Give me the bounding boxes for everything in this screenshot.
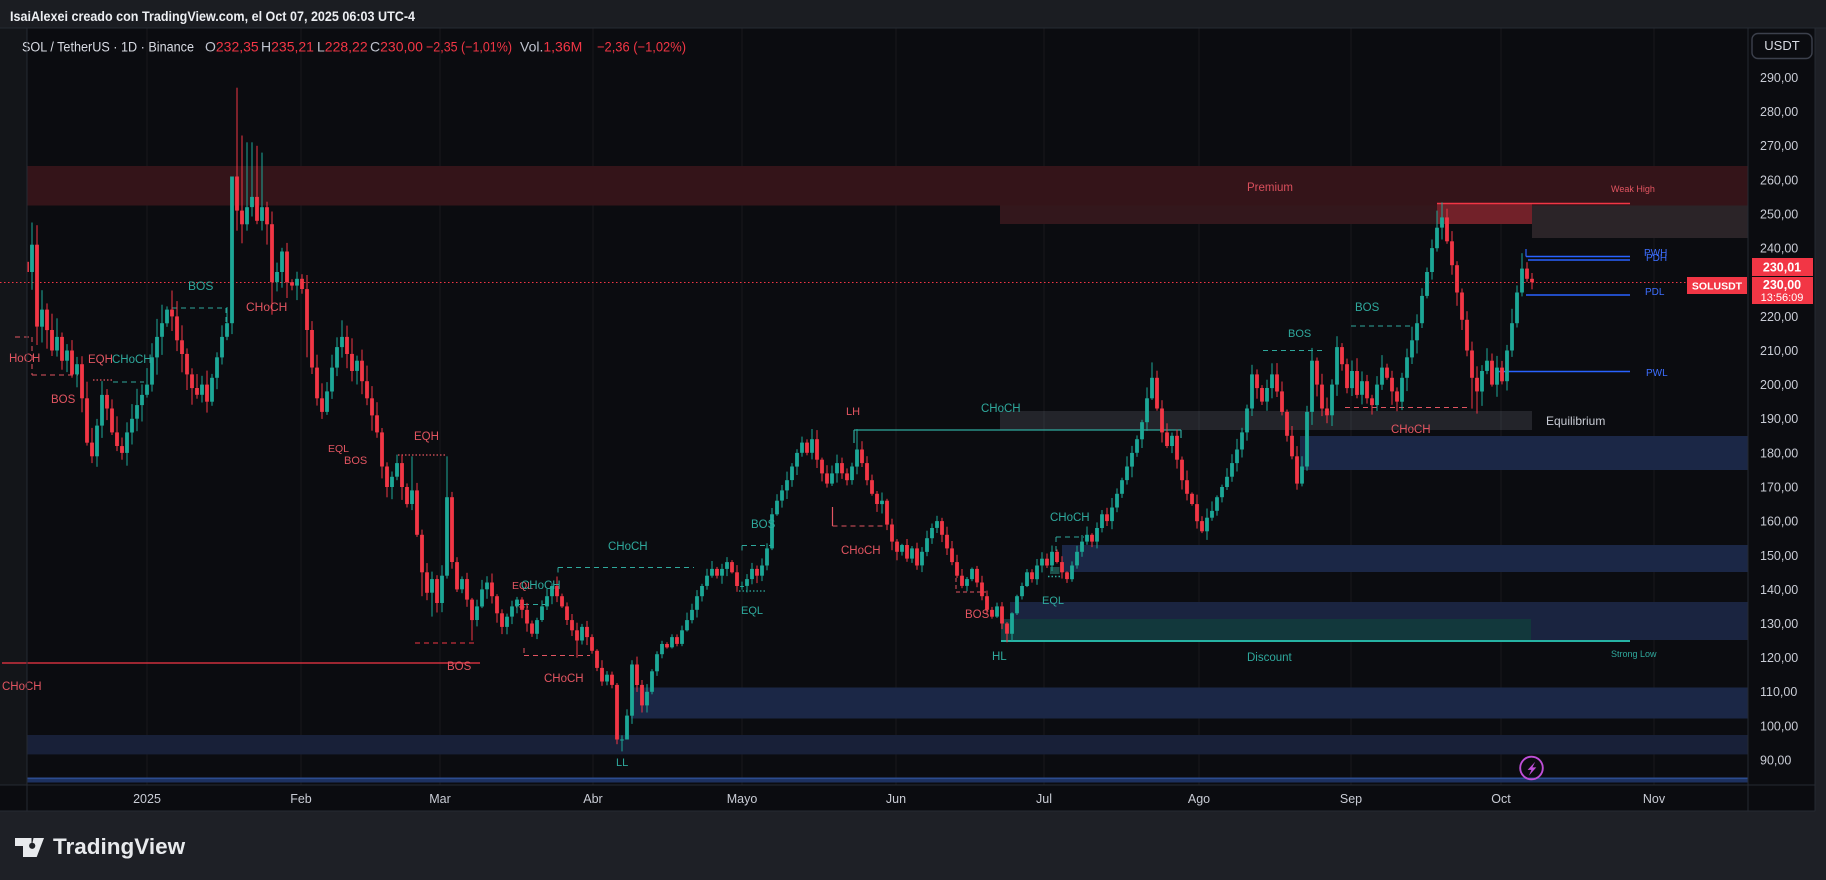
- svg-text:CHoCH: CHoCH: [521, 580, 561, 592]
- svg-text:CHoCH: CHoCH: [981, 403, 1021, 415]
- svg-text:230,00: 230,00: [1763, 278, 1801, 292]
- svg-text:Weak High: Weak High: [1611, 184, 1655, 194]
- svg-text:100,00: 100,00: [1760, 719, 1798, 733]
- svg-text:−2,35 (−1,01%): −2,35 (−1,01%): [426, 39, 512, 55]
- svg-text:CHoCH: CHoCH: [246, 300, 287, 314]
- svg-text:PWH: PWH: [1644, 248, 1667, 259]
- svg-text:CHoCH: CHoCH: [112, 354, 152, 366]
- svg-text:Jun: Jun: [886, 792, 906, 806]
- svg-text:180,00: 180,00: [1760, 446, 1798, 460]
- svg-text:Premium: Premium: [1247, 182, 1293, 194]
- svg-text:H235,21: H235,21: [261, 39, 314, 55]
- svg-text:170,00: 170,00: [1760, 481, 1798, 495]
- svg-text:BOS: BOS: [344, 455, 367, 467]
- svg-text:Mar: Mar: [429, 792, 451, 806]
- svg-text:HoCH: HoCH: [9, 353, 40, 365]
- svg-text:BOS: BOS: [965, 609, 990, 621]
- svg-text:BOS: BOS: [1288, 328, 1311, 340]
- svg-text:IsaiAlexei creado con TradingV: IsaiAlexei creado con TradingView.com, e…: [10, 9, 415, 24]
- svg-text:PDL: PDL: [1645, 287, 1665, 298]
- svg-text:Oct: Oct: [1491, 792, 1511, 806]
- svg-text:PWL: PWL: [1646, 368, 1668, 379]
- svg-text:90,00: 90,00: [1760, 754, 1791, 768]
- svg-text:CHoCH: CHoCH: [1391, 424, 1431, 436]
- svg-text:CHoCH: CHoCH: [608, 541, 648, 553]
- svg-text:110,00: 110,00: [1760, 685, 1797, 699]
- svg-text:BOS: BOS: [188, 279, 213, 293]
- svg-text:EQL: EQL: [741, 605, 763, 617]
- svg-text:HL: HL: [992, 651, 1007, 663]
- svg-text:BOS: BOS: [751, 519, 776, 531]
- svg-text:TradingView: TradingView: [53, 834, 186, 859]
- svg-text:230,01: 230,01: [1763, 261, 1801, 275]
- svg-text:LH: LH: [846, 406, 860, 418]
- svg-text:CHoCH: CHoCH: [1050, 512, 1090, 524]
- svg-text:EQH: EQH: [88, 354, 113, 366]
- svg-text:EQL: EQL: [1042, 595, 1064, 607]
- svg-text:Ago: Ago: [1188, 792, 1210, 806]
- svg-text:CHoCH: CHoCH: [841, 545, 881, 557]
- svg-text:Discount: Discount: [1247, 652, 1293, 664]
- svg-text:150,00: 150,00: [1760, 549, 1798, 563]
- svg-text:EQL: EQL: [328, 443, 349, 455]
- svg-text:CHoCH: CHoCH: [544, 673, 584, 685]
- svg-text:250,00: 250,00: [1760, 208, 1798, 222]
- svg-text:160,00: 160,00: [1760, 515, 1798, 529]
- svg-text:Vol.1,36M: Vol.1,36M: [520, 39, 582, 55]
- svg-text:L228,22: L228,22: [317, 39, 368, 55]
- svg-text:Jul: Jul: [1036, 792, 1052, 806]
- svg-text:SOLUSDT: SOLUSDT: [1692, 281, 1743, 293]
- svg-text:EQL: EQL: [512, 580, 533, 592]
- svg-text:220,00: 220,00: [1760, 310, 1798, 324]
- svg-text:Mayo: Mayo: [727, 792, 758, 806]
- svg-text:Abr: Abr: [583, 792, 602, 806]
- svg-text:SOL / TetherUS · 1D · Binance: SOL / TetherUS · 1D · Binance: [22, 40, 194, 55]
- svg-text:Feb: Feb: [290, 792, 312, 806]
- svg-text:210,00: 210,00: [1760, 344, 1798, 358]
- svg-text:CHoCH: CHoCH: [2, 681, 42, 693]
- svg-text:190,00: 190,00: [1760, 412, 1798, 426]
- svg-text:C230,00: C230,00: [370, 39, 423, 55]
- svg-text:140,00: 140,00: [1760, 583, 1798, 597]
- svg-text:2025: 2025: [133, 792, 161, 806]
- svg-text:LL: LL: [616, 757, 628, 769]
- svg-text:Equilibrium: Equilibrium: [1546, 414, 1605, 428]
- svg-text:290,00: 290,00: [1760, 71, 1798, 85]
- svg-text:PDH: PDH: [1646, 253, 1667, 264]
- svg-text:BOS: BOS: [51, 394, 76, 406]
- svg-text:Nov: Nov: [1643, 792, 1666, 806]
- svg-text:270,00: 270,00: [1760, 139, 1798, 153]
- svg-text:Strong Low: Strong Low: [1611, 649, 1657, 659]
- svg-text:BOS: BOS: [1355, 302, 1380, 314]
- svg-text:BOS: BOS: [447, 661, 472, 673]
- svg-text:O232,35: O232,35: [205, 39, 259, 55]
- svg-text:13:56:09: 13:56:09: [1761, 292, 1804, 304]
- svg-text:USDT: USDT: [1764, 38, 1799, 53]
- svg-text:EQH: EQH: [414, 431, 439, 443]
- svg-text:240,00: 240,00: [1760, 242, 1798, 256]
- svg-text:200,00: 200,00: [1760, 378, 1798, 392]
- svg-text:280,00: 280,00: [1760, 105, 1798, 119]
- svg-text:130,00: 130,00: [1760, 617, 1798, 631]
- svg-text:−2,36 (−1,02%): −2,36 (−1,02%): [597, 39, 686, 55]
- svg-text:Sep: Sep: [1340, 792, 1362, 806]
- svg-text:260,00: 260,00: [1760, 173, 1798, 187]
- svg-text:120,00: 120,00: [1760, 651, 1798, 665]
